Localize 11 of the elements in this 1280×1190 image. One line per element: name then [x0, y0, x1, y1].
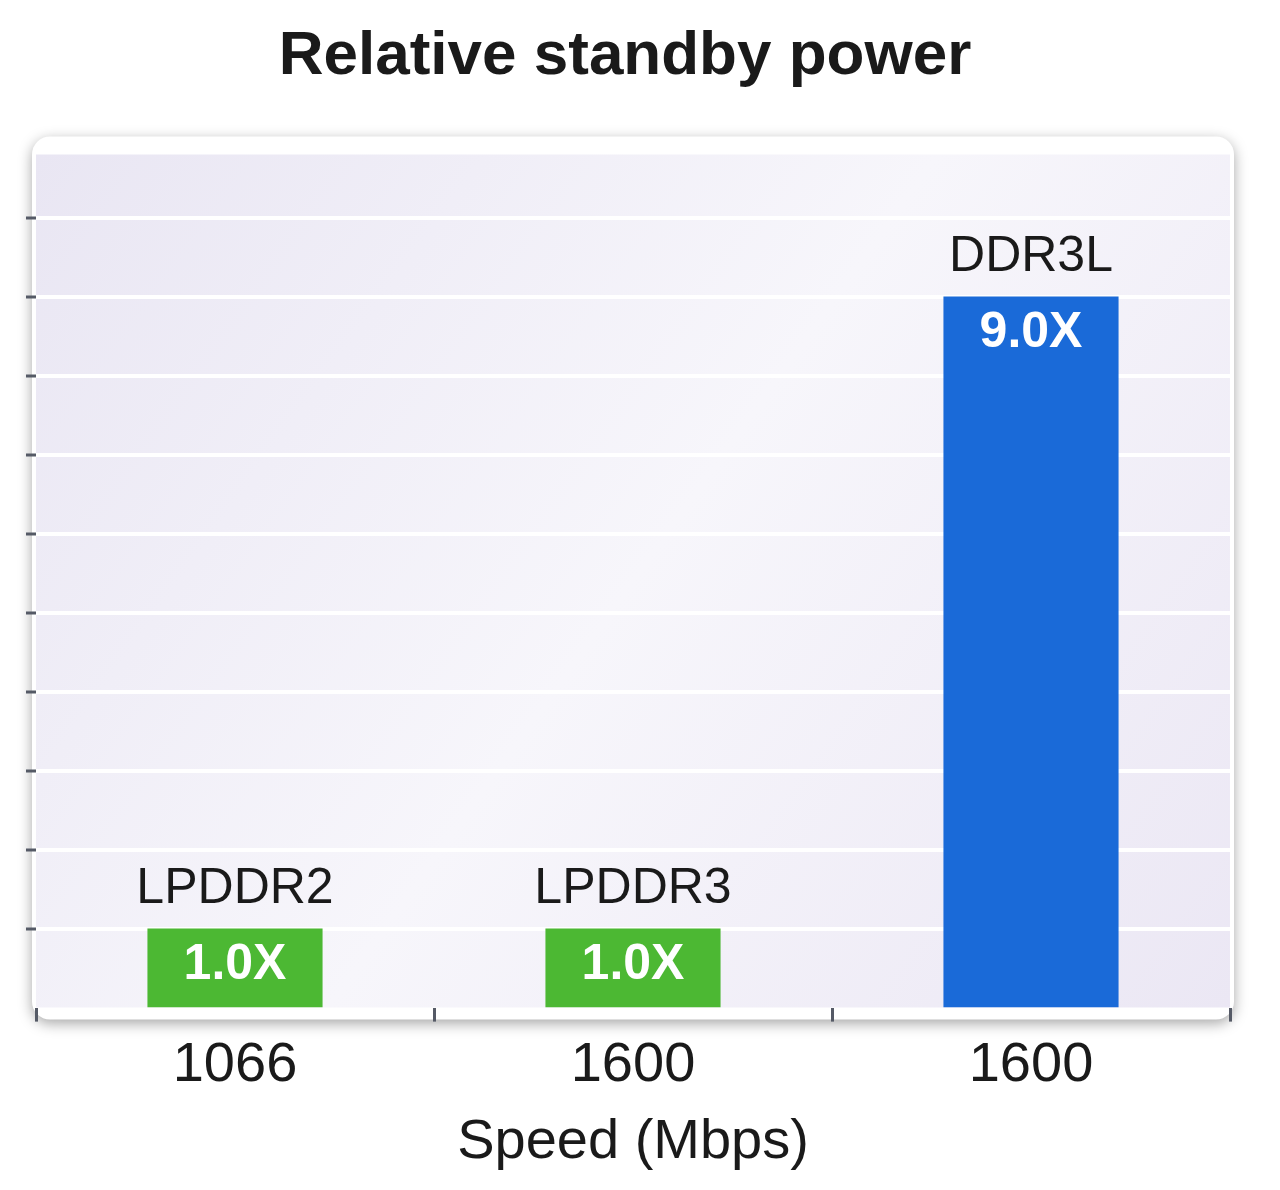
data-label: 1.0X: [183, 934, 287, 991]
series-label: DDR3L: [949, 226, 1113, 283]
x-tick-label: 1600: [968, 1029, 1094, 1093]
data-label: 9.0X: [979, 302, 1083, 359]
series-label: LPDDR3: [534, 858, 732, 915]
data-label: 1.0X: [581, 934, 685, 991]
chart-title: Relative standby power: [278, 18, 972, 88]
series-label: LPDDR2: [136, 858, 334, 915]
x-tick-label: 1600: [570, 1029, 696, 1093]
x-axis-title: Speed (Mbps): [457, 1106, 809, 1170]
x-tick-label: 1066: [172, 1029, 298, 1093]
